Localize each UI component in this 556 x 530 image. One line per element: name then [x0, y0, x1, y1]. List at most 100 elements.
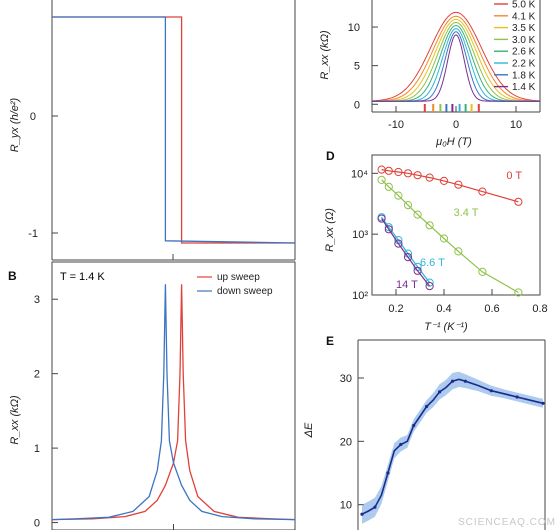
panel-c-legend: 5.0 K4.1 K3.5 K3.0 K2.6 K2.2 K1.8 K1.4 K	[494, 0, 536, 93]
panel-d-point-1-2	[394, 191, 403, 200]
panel-c-legend-1: 4.1 K	[512, 11, 536, 22]
panel-c-legend-6: 1.8 K	[512, 70, 536, 81]
panel-d-label-3: 14 T	[396, 279, 418, 291]
panel-c-legend-5: 2.2 K	[512, 59, 536, 70]
panel-b-ticks: 0 1 2 3	[34, 294, 174, 530]
panel-c-ytick-2: 10	[348, 22, 360, 34]
panel-c-ytick-1: 5	[354, 61, 360, 73]
panel-c-xtick-0: -10	[388, 119, 404, 131]
panel-d-fit-1	[381, 179, 519, 294]
panel-d-point-1-3	[403, 201, 413, 210]
panel-b-ytick-2: 2	[34, 369, 40, 381]
panel-d-point-0-7	[454, 180, 463, 189]
panel-d-point-1-7	[454, 247, 463, 256]
panel-d-ticks: 0.2 0.4 0.6 0.8 10² 10³ 10⁴	[351, 168, 548, 315]
panel-d-xtick-3: 0.8	[532, 303, 547, 315]
panel-b-line-0	[51, 284, 296, 521]
panel-b-ytick-0: 0	[34, 518, 40, 530]
panel-d: D 0.2 0.4 0.6 0.8 10² 10³ 10⁴ R_xx (Ω) T⁻¹ (K⁻…	[324, 149, 548, 333]
panel-d-point-0-8	[478, 187, 487, 196]
panel-d-point-0-5	[425, 173, 434, 182]
panel-d-ylabel: R_xx (Ω)	[324, 208, 336, 252]
panel-e-ytick-1: 20	[340, 436, 352, 448]
panel-d-point-1-6	[439, 234, 449, 243]
panel-d-point-0-4	[413, 171, 422, 180]
panel-d-point-0-3	[403, 169, 413, 178]
panel-d-point-1-0	[377, 175, 386, 184]
panel-c-legend-7: 1.4 K	[512, 82, 536, 93]
watermark: SCIENCEAQ.COM	[458, 517, 556, 528]
panel-d-fit-3	[381, 218, 431, 287]
panel-e-point-20	[515, 395, 519, 399]
legend-down-sweep: down sweep	[217, 286, 273, 297]
panel-d-fit-0	[381, 169, 519, 203]
panel-d-point-1-5	[425, 221, 434, 230]
panel-d-point-3-2	[394, 239, 403, 248]
panel-e-point-22	[541, 401, 545, 405]
panel-d-point-0-6	[439, 176, 449, 185]
panel-b: B T = 1.4 K up sweep down sweep 0 1 2 3 R_x…	[8, 261, 296, 530]
panel-d-point-3-3	[403, 253, 413, 262]
panel-e-point-8	[412, 423, 416, 428]
panel-e-letter: E	[326, 334, 334, 348]
panel-e-ytick-2: 30	[340, 373, 352, 385]
panel-d-fit-2	[381, 216, 431, 283]
panel-d-point-3-1	[384, 225, 393, 234]
panel-a: 0 -1 R_yx (h/e²)	[9, 0, 296, 261]
panel-b-letter: B	[8, 269, 17, 283]
panel-c-curve-2	[372, 18, 540, 102]
panel-d-point-0-2	[394, 167, 403, 177]
panel-d-series: 0 T 3.4 T 6.6 T14 T	[377, 165, 523, 297]
panel-e-point-2	[373, 505, 377, 509]
panel-d-label-1: 3.4 T	[454, 207, 479, 219]
panel-c-curve-7	[372, 34, 540, 102]
panel-d-point-3-4	[413, 266, 422, 275]
panel-b-line-1	[51, 284, 296, 521]
panel-e-point-10	[425, 404, 429, 409]
panel-a-ylabel: R_yx (h/e²)	[9, 97, 21, 152]
panel-e-ylabel: ΔE	[303, 422, 315, 438]
panel-c-series	[372, 11, 540, 112]
panel-a-line-0	[52, 16, 295, 244]
panel-b-annotation: T = 1.4 K	[60, 271, 105, 283]
panel-e-point-0	[360, 512, 364, 516]
panel-b-ytick-3: 3	[34, 294, 40, 306]
panel-c-ytick-0: 0	[354, 99, 360, 111]
panel-d-point-3-0	[377, 214, 386, 223]
panel-e-point-18	[489, 389, 493, 393]
panel-e-point-4	[386, 471, 390, 475]
panel-c-legend-2: 3.5 K	[512, 23, 536, 34]
panel-e-error-band	[362, 371, 543, 524]
panel-d-xlabel: T⁻¹ (K⁻¹)	[424, 321, 468, 333]
panel-e-point-16	[463, 379, 467, 383]
panel-b-series	[51, 284, 296, 521]
panel-d-point-1-1	[384, 182, 393, 191]
panel-a-series	[52, 16, 296, 244]
panel-c-ylabel: R_xx (kΩ)	[319, 30, 331, 80]
panel-a-line-1	[52, 16, 296, 244]
legend-up-sweep: up sweep	[217, 272, 260, 283]
panel-c-legend-3: 3.0 K	[512, 35, 536, 46]
panel-e-ytick-0: 10	[340, 500, 352, 512]
panel-a-ytick-0: 0	[30, 111, 36, 123]
panel-e-point-14	[450, 379, 455, 383]
panel-e: E 10 20 30 ΔE	[303, 334, 546, 530]
panel-d-ytick-0: 10²	[352, 290, 368, 302]
panel-d-point-2-5	[425, 278, 434, 287]
panel-c-xtick-2: 10	[510, 119, 522, 131]
panel-d-xtick-1: 0.4	[436, 303, 451, 315]
panel-d-ytick-1: 10³	[352, 229, 368, 241]
panel-d-point-0-9	[514, 197, 523, 206]
panel-d-letter: D	[326, 149, 335, 163]
panel-c-legend-0: 5.0 K	[512, 0, 536, 11]
panel-d-xtick-2: 0.6	[484, 303, 499, 315]
panel-c-ticks: 0 5 10 -10 0 10	[348, 22, 522, 131]
panel-d-label-2: 6.6 T	[420, 257, 445, 269]
panel-e-point-12	[438, 390, 442, 394]
panel-d-point-1-8	[478, 267, 487, 276]
panel-c-xtick-1: 0	[453, 119, 459, 131]
panel-d-point-0-1	[384, 166, 393, 175]
panel-c-legend-4: 2.6 K	[512, 47, 536, 58]
